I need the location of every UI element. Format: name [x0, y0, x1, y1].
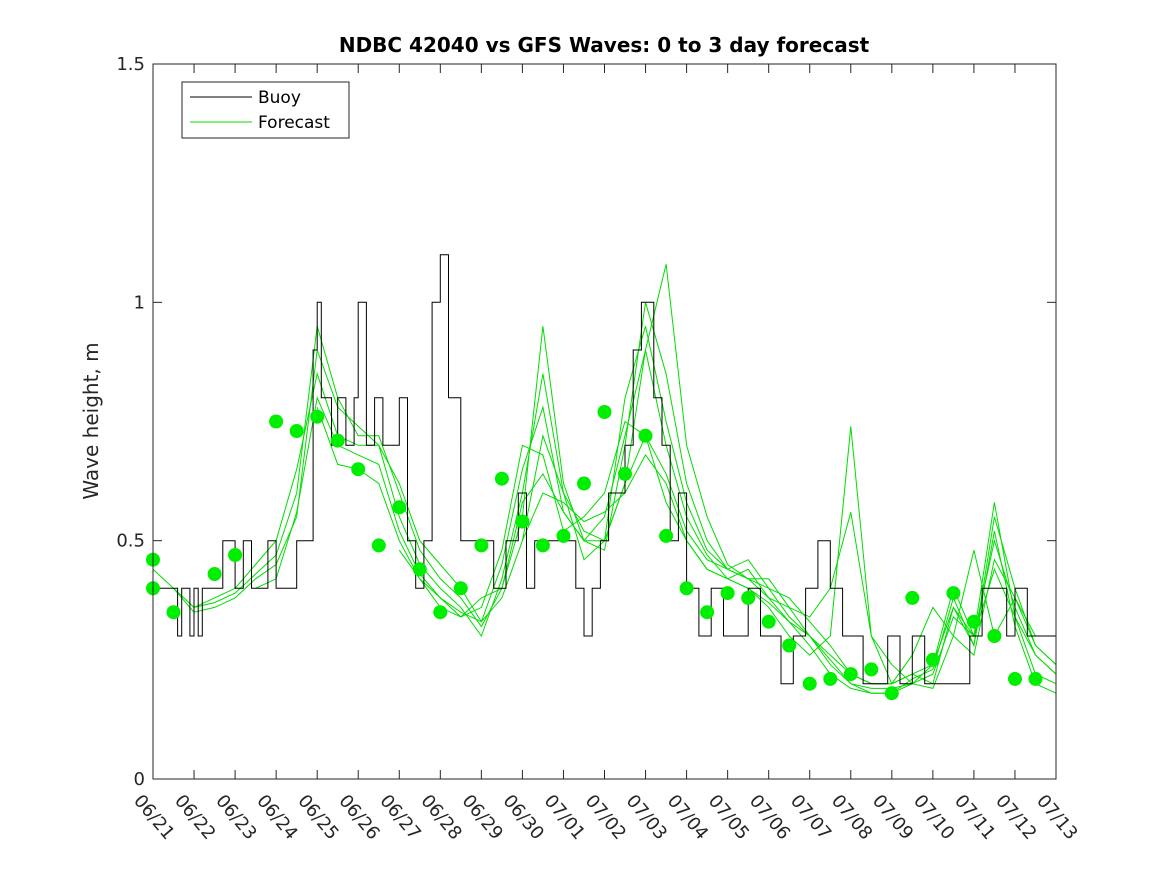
forecast-marker — [412, 562, 427, 577]
x-tick-label: 06/30 — [499, 791, 548, 844]
y-axis-label: Wave height, m — [79, 342, 103, 499]
forecast-marker — [700, 605, 715, 620]
x-tick-label: 06/27 — [375, 791, 424, 844]
x-tick-label: 07/07 — [786, 791, 835, 844]
legend-label-forecast: Forecast — [258, 113, 330, 133]
forecast-series-line — [398, 434, 1057, 689]
x-tick-label: 07/12 — [991, 791, 1040, 844]
buoy-line — [153, 254, 1057, 685]
forecast-marker — [351, 462, 366, 477]
legend-box — [181, 81, 350, 139]
x-tick-label: 06/24 — [252, 791, 301, 844]
x-tick-label: 07/01 — [540, 791, 589, 844]
plot-area — [153, 64, 1056, 779]
legend-label-buoy: Buoy — [258, 88, 301, 108]
forecast-marker — [925, 652, 940, 667]
forecast-marker — [474, 538, 489, 553]
forecast-marker — [515, 514, 530, 529]
forecast-marker — [1028, 671, 1043, 686]
forecast-marker — [207, 567, 222, 581]
forecast-marker — [269, 414, 284, 429]
y-tick-label: 0.5 — [116, 531, 145, 552]
forecast-marker — [823, 671, 838, 686]
forecast-marker — [782, 638, 797, 653]
x-tick-label: 07/08 — [827, 791, 876, 844]
forecast-marker — [761, 614, 776, 629]
forecast-markers — [146, 405, 1043, 701]
forecast-marker — [802, 676, 817, 691]
forecast-marker — [289, 424, 304, 438]
x-tick-label: 07/04 — [663, 791, 712, 844]
x-tick-label: 07/05 — [704, 791, 753, 844]
x-tick-label: 07/03 — [622, 791, 671, 844]
y-tick-label: 0 — [134, 769, 145, 790]
forecast-marker — [720, 586, 735, 601]
forecast-marker — [166, 605, 181, 620]
x-tick-label: 07/06 — [745, 791, 794, 844]
x-tick-label: 07/11 — [950, 791, 999, 844]
forecast-marker — [577, 476, 591, 491]
forecast-marker — [494, 471, 509, 486]
y-tick-label: 1.5 — [116, 54, 145, 75]
forecast-marker — [330, 433, 345, 448]
forecast-marker — [556, 528, 571, 543]
forecast-series-line — [173, 302, 1057, 689]
x-tick-label: 06/22 — [170, 791, 219, 844]
forecast-marker — [987, 629, 1002, 643]
forecast-marker — [392, 500, 407, 515]
chart-title: NDBC 42040 vs GFS Waves: 0 to 3 day fore… — [339, 33, 870, 57]
forecast-marker — [659, 528, 674, 543]
forecast-marker — [1008, 671, 1022, 686]
legend: Buoy Forecast — [181, 81, 350, 139]
forecast-marker — [679, 581, 694, 596]
forecast-marker — [741, 590, 756, 605]
forecast-marker — [371, 538, 386, 553]
forecast-marker — [864, 662, 879, 677]
forecast-marker — [433, 605, 448, 620]
x-tick-label: 06/21 — [129, 791, 178, 844]
x-tick-label: 06/26 — [334, 791, 383, 844]
x-tick-label: 07/13 — [1032, 791, 1081, 844]
forecast-marker — [453, 581, 468, 596]
x-tick-label: 06/23 — [211, 791, 260, 844]
x-tick-label: 07/10 — [909, 791, 958, 844]
forecast-series-line — [521, 453, 1057, 685]
y-tick-label: 1 — [134, 292, 145, 313]
x-tick-label: 06/28 — [416, 791, 465, 844]
forecast-marker — [884, 686, 899, 701]
forecast-marker — [310, 409, 325, 424]
forecast-marker — [597, 405, 612, 419]
forecast-marker — [228, 548, 243, 562]
forecast-marker — [535, 538, 550, 553]
x-tick-label: 07/02 — [581, 791, 630, 844]
forecast-marker — [966, 614, 981, 629]
forecast-marker — [946, 586, 961, 601]
buoy-series-line — [153, 254, 1057, 685]
forecast-marker — [618, 466, 632, 481]
forecast-marker — [638, 428, 653, 443]
x-tick-label: 07/09 — [868, 791, 917, 844]
x-tick-label: 06/29 — [458, 791, 507, 844]
y-axis: 0 0.5 1 1.5 — [116, 54, 1056, 790]
x-tick-label: 06/25 — [293, 791, 342, 844]
forecast-marker — [843, 667, 858, 682]
forecast-marker — [905, 590, 920, 605]
